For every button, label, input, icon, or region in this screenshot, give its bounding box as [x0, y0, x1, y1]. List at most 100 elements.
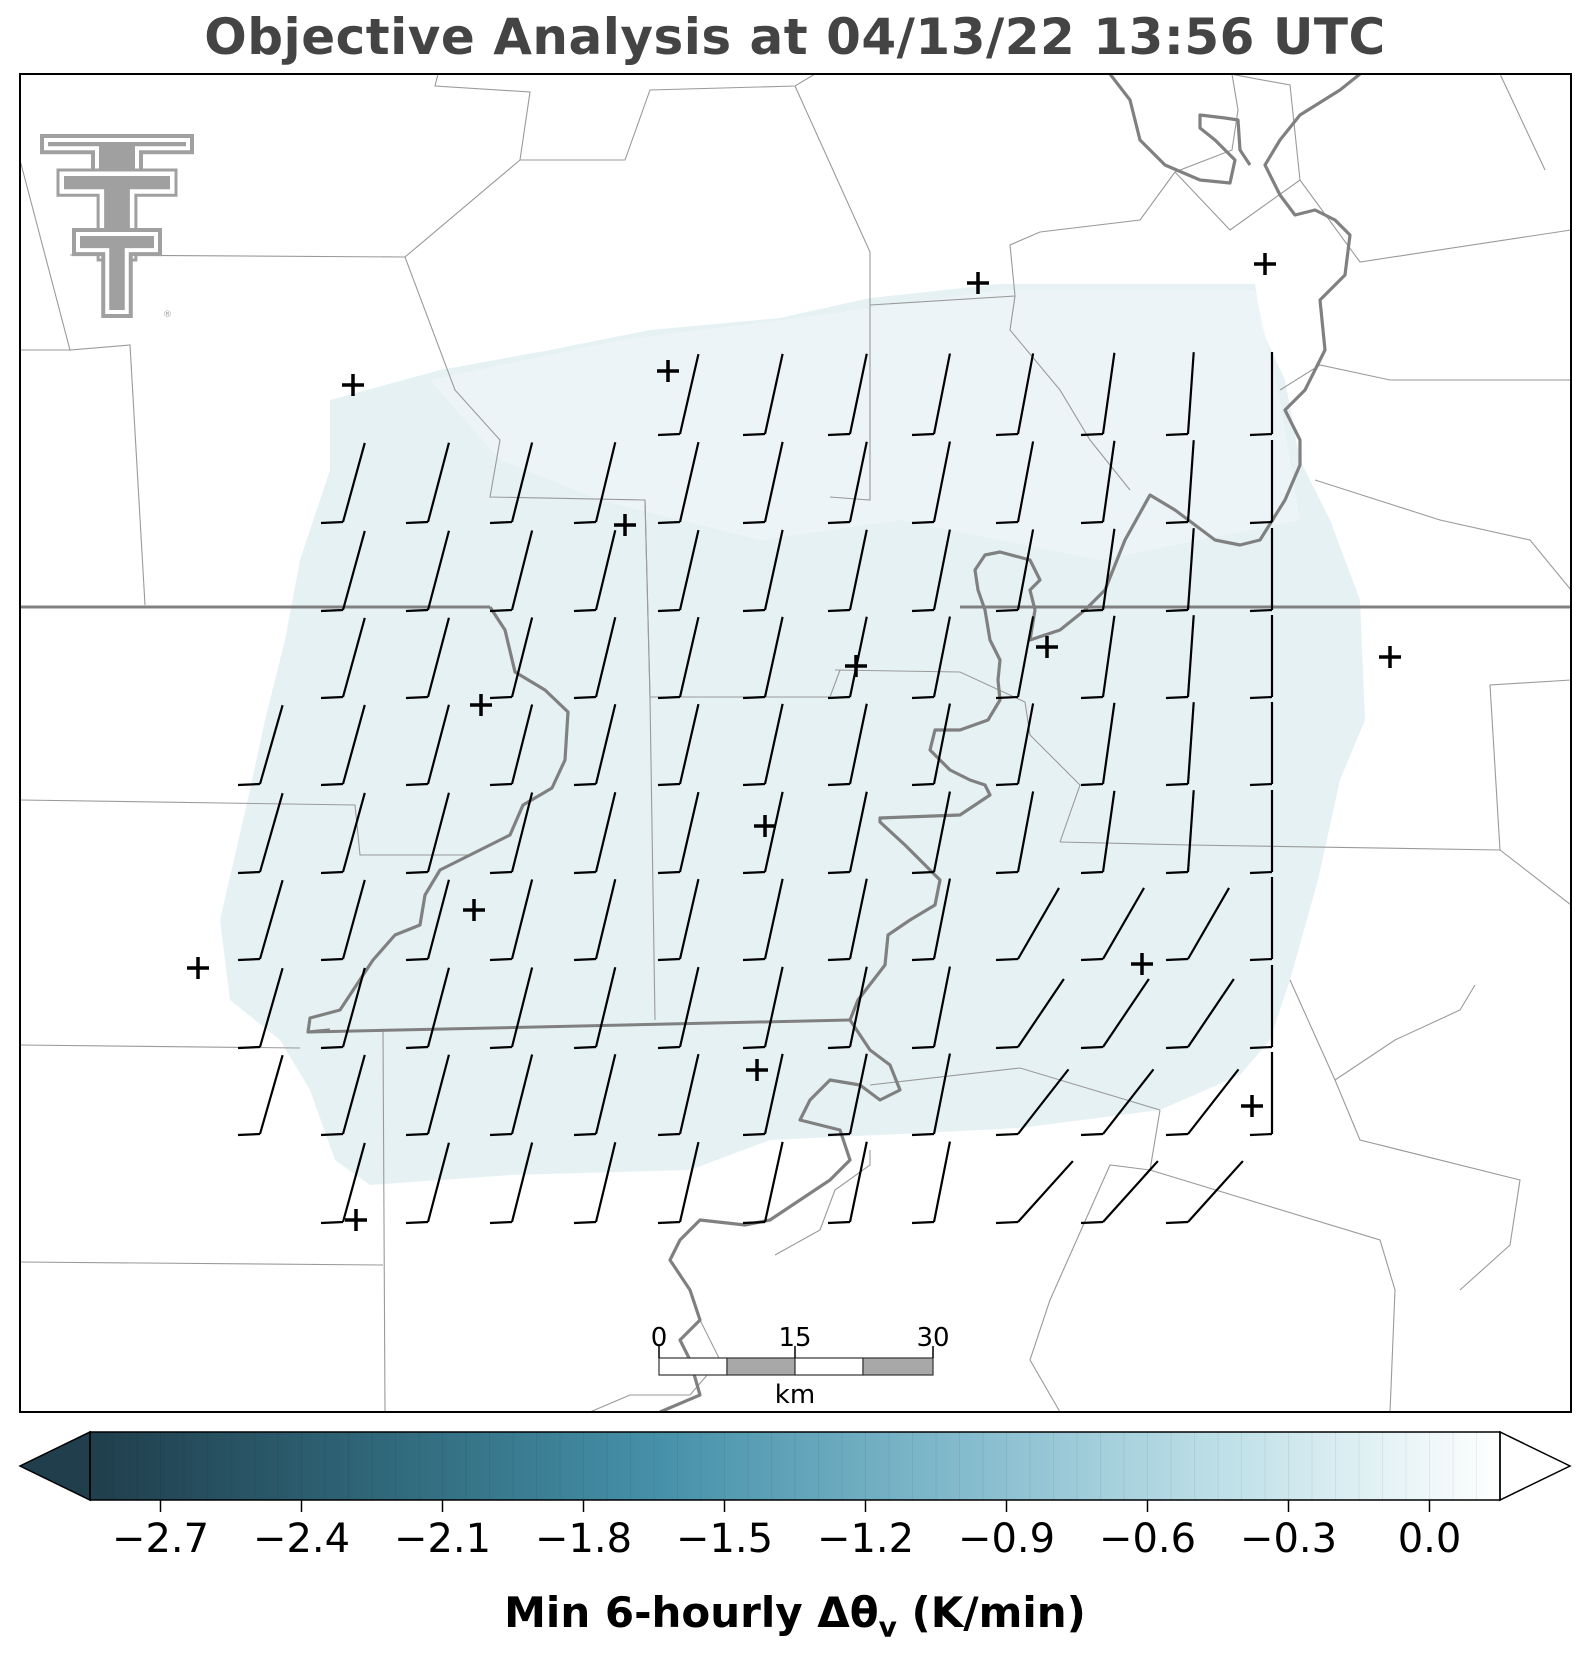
barb-staff [1017, 1160, 1074, 1223]
wind-barb [237, 879, 284, 962]
barb-flag [911, 695, 935, 700]
colorbar-label-units: (K/min) [896, 1588, 1086, 1637]
wind-barb [1080, 978, 1150, 1050]
barb-flag [911, 608, 935, 613]
barb-staff [678, 353, 700, 435]
barb-flag [742, 608, 766, 613]
wind-barb [320, 967, 366, 1050]
barb-flag [573, 870, 597, 875]
map-area[interactable]: ® 0 15 30 km [20, 74, 1571, 1412]
barb-flag [237, 957, 261, 962]
county-line-24 [1149, 1109, 1396, 1412]
wind-barb [573, 967, 617, 1050]
barb-flag [1080, 695, 1104, 700]
colorbar-body [90, 1432, 1500, 1500]
barb-flag [1249, 957, 1273, 962]
barb-flag [573, 695, 597, 700]
barb-flag [657, 608, 681, 613]
wind-barb [657, 703, 700, 787]
barb-flag [1249, 1045, 1273, 1050]
barb-flag [911, 1220, 935, 1225]
wind-barb [911, 1053, 952, 1137]
barb-staff [1186, 702, 1195, 785]
barb-staff [932, 703, 952, 785]
colorbar-label: Min 6-hourly Δθv (K/min) [0, 1588, 1590, 1643]
wind-barb [827, 1053, 868, 1137]
county-line-26 [774, 1150, 871, 1256]
wind-barb [1249, 877, 1274, 962]
wind-barb [1249, 528, 1274, 613]
barb-staff [848, 791, 868, 873]
barb-staff [258, 704, 284, 785]
state-line-south [309, 1018, 851, 1034]
barb-flag [995, 1045, 1019, 1050]
barb-staff [510, 617, 534, 698]
station-marker [657, 360, 679, 382]
barb-staff [678, 616, 700, 698]
barb-staff [1186, 352, 1195, 435]
barb-flag [1080, 870, 1104, 875]
barb-flag [320, 782, 344, 787]
wind-barb [573, 792, 617, 875]
wind-barb [1165, 1068, 1240, 1137]
wind-barb [573, 617, 617, 700]
barb-flag [1165, 520, 1189, 525]
colorbar-tick-label: −0.3 [1240, 1516, 1337, 1562]
wind-barb [657, 1141, 700, 1225]
barb-staff [763, 1053, 784, 1135]
wind-barb [405, 792, 451, 875]
wind-barb [742, 878, 784, 962]
barb-staff [763, 878, 784, 960]
barb-flag [657, 695, 681, 700]
wind-barb [827, 1141, 868, 1225]
barb-staff [1102, 1068, 1155, 1135]
wind-barb [827, 703, 868, 787]
barb-staff [594, 442, 617, 523]
county-line-20 [1059, 841, 1571, 906]
wind-barb [1080, 887, 1145, 962]
barb-flag [742, 1132, 766, 1137]
wind-barb [742, 441, 784, 525]
wind-barb [911, 966, 952, 1050]
colorbar-tick-label: −0.9 [958, 1516, 1055, 1562]
wind-barb [489, 704, 534, 787]
wind-barb [1080, 1160, 1159, 1225]
barb-staff [1101, 440, 1116, 523]
wind-barb [827, 791, 868, 875]
wind-barb [573, 879, 617, 962]
barb-staff [1017, 978, 1065, 1048]
barb-flag [1165, 1220, 1189, 1225]
wind-barb [1165, 1160, 1244, 1225]
barb-flag [237, 782, 261, 787]
barb-staff [678, 1141, 700, 1223]
barb-flag [995, 957, 1019, 962]
wind-barb [1080, 702, 1116, 787]
barb-staff [848, 1053, 868, 1135]
barb-staff [1016, 353, 1035, 435]
barb-staff [426, 530, 451, 611]
barb-flag [1165, 957, 1189, 962]
river-line-2 [848, 74, 1361, 1021]
barb-flag [911, 782, 935, 787]
wind-barb [995, 441, 1035, 525]
wind-barb [320, 530, 366, 613]
scale-label-0: 0 [651, 1323, 668, 1353]
wind-barb [1249, 790, 1274, 875]
barb-staff [1016, 791, 1035, 873]
wind-barb [1249, 1052, 1274, 1137]
colorbar-steps [113, 1432, 1477, 1500]
barb-flag [573, 1220, 597, 1225]
wind-barb [489, 530, 534, 613]
barb-staff [594, 704, 617, 785]
county-line-27 [589, 1319, 721, 1412]
station-marker [746, 1059, 768, 1081]
barb-flag [1249, 520, 1273, 525]
county-line-7 [869, 74, 1239, 306]
wind-barb [237, 967, 284, 1050]
barb-staff [510, 879, 534, 960]
logo-registered-mark: ® [163, 310, 172, 320]
barb-staff [678, 1053, 700, 1135]
wind-barb [405, 879, 451, 962]
wind-barb [320, 617, 366, 700]
barb-staff [426, 1142, 451, 1223]
